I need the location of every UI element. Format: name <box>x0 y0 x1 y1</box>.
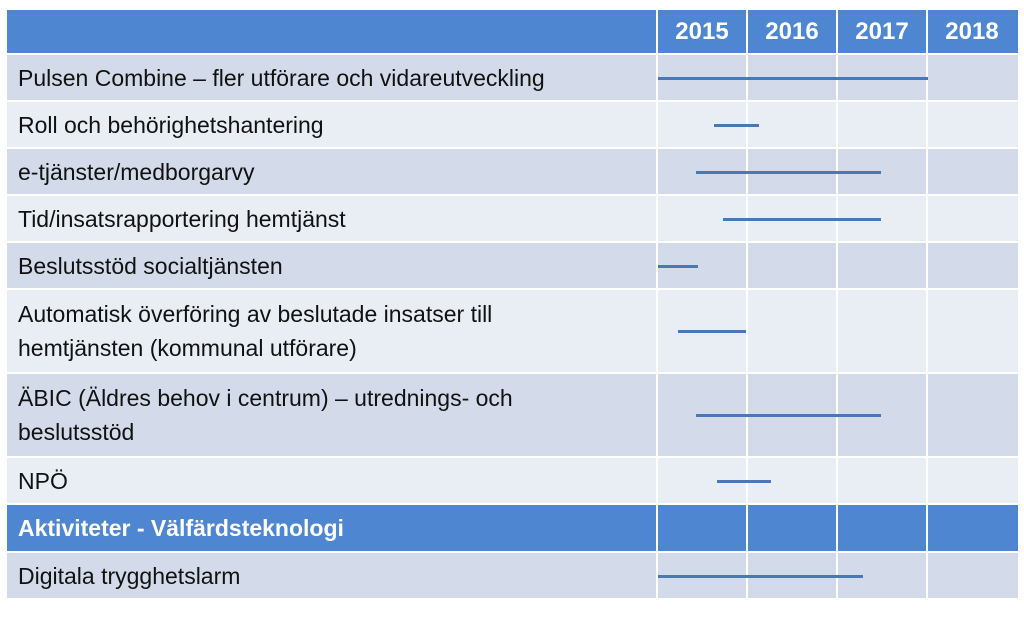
task-bar <box>695 170 882 174</box>
task-row: Tid/insatsrapportering hemtjänst <box>7 196 1018 243</box>
year-header-2017: 2017 <box>836 10 926 53</box>
task-bar <box>658 574 864 578</box>
task-year-cells <box>656 458 1018 503</box>
task-bar <box>716 479 771 483</box>
timeline-table: 2015 2016 2017 2018 Pulsen Combine – fle… <box>7 10 1018 600</box>
year-headers: 2015 2016 2017 2018 <box>656 10 1018 53</box>
year-cell <box>926 458 1016 503</box>
year-header-2018: 2018 <box>926 10 1016 53</box>
section-cells <box>656 505 1018 551</box>
task-year-cells <box>656 243 1018 288</box>
task-row: Roll och behörighetshantering <box>7 102 1018 149</box>
task-row: e-tjänster/medborgarvy <box>7 149 1018 196</box>
task-row: Digitala trygghetslarm <box>7 553 1018 600</box>
year-cell <box>746 290 836 372</box>
task-year-cells <box>656 196 1018 241</box>
section-task-rows: Digitala trygghetslarm <box>7 553 1018 600</box>
task-year-cells <box>656 374 1018 456</box>
task-year-cells <box>656 553 1018 598</box>
year-header-2016: 2016 <box>746 10 836 53</box>
task-row: NPÖ <box>7 458 1018 505</box>
task-label: NPÖ <box>18 467 68 494</box>
task-bar <box>722 217 882 221</box>
year-cell <box>746 243 836 288</box>
task-label: Digitala trygghetslarm <box>18 562 241 589</box>
year-header-2015: 2015 <box>656 10 746 53</box>
year-cell <box>746 102 836 147</box>
task-row: ÄBIC (Äldres behov i centrum) – utrednin… <box>7 374 1018 458</box>
year-cell <box>926 102 1016 147</box>
year-cell <box>926 196 1016 241</box>
task-bar <box>677 330 747 333</box>
year-cell <box>926 290 1016 372</box>
task-label: Roll och behörighetshantering <box>18 111 324 138</box>
task-bar <box>658 264 698 268</box>
header-row: 2015 2016 2017 2018 <box>7 10 1018 55</box>
task-label: Tid/insatsrapportering hemtjänst <box>18 205 346 232</box>
year-cell <box>926 553 1016 598</box>
year-cell <box>926 55 1016 100</box>
task-label: Beslutsstöd socialtjänsten <box>18 252 283 279</box>
header-label-cell <box>7 10 656 53</box>
section-title: Aktiviteter - Välfärdsteknologi <box>18 515 344 541</box>
year-cell <box>656 243 746 288</box>
task-bar <box>658 76 928 80</box>
task-row: Beslutsstöd socialtjänsten <box>7 243 1018 290</box>
year-cell <box>836 243 926 288</box>
task-bar <box>695 414 882 417</box>
year-cell <box>656 290 746 372</box>
year-cell <box>656 553 746 598</box>
year-cell <box>656 196 746 241</box>
task-label: ÄBIC (Äldres behov i centrum) – utrednin… <box>18 385 513 445</box>
year-cell <box>656 55 746 100</box>
year-cell <box>656 458 746 503</box>
year-cell <box>926 374 1016 456</box>
year-cell <box>656 149 746 194</box>
year-cell <box>656 102 746 147</box>
year-cell <box>926 149 1016 194</box>
task-year-cells <box>656 149 1018 194</box>
task-year-cells <box>656 55 1018 100</box>
task-label: Pulsen Combine – fler utförare och vidar… <box>18 64 545 91</box>
task-row: Automatisk överföring av beslutade insat… <box>7 290 1018 374</box>
task-year-cells <box>656 102 1018 147</box>
year-cell <box>656 374 746 456</box>
task-label: Automatisk överföring av beslutade insat… <box>18 301 493 361</box>
task-bar <box>713 123 759 127</box>
task-rows: Pulsen Combine – fler utförare och vidar… <box>7 55 1018 505</box>
section-row: Aktiviteter - Välfärdsteknologi <box>7 505 1018 553</box>
task-row: Pulsen Combine – fler utförare och vidar… <box>7 55 1018 102</box>
task-label: e-tjänster/medborgarvy <box>18 158 255 185</box>
year-cell <box>836 102 926 147</box>
year-cell <box>926 243 1016 288</box>
year-cell <box>836 458 926 503</box>
task-year-cells <box>656 290 1018 372</box>
year-cell <box>836 290 926 372</box>
